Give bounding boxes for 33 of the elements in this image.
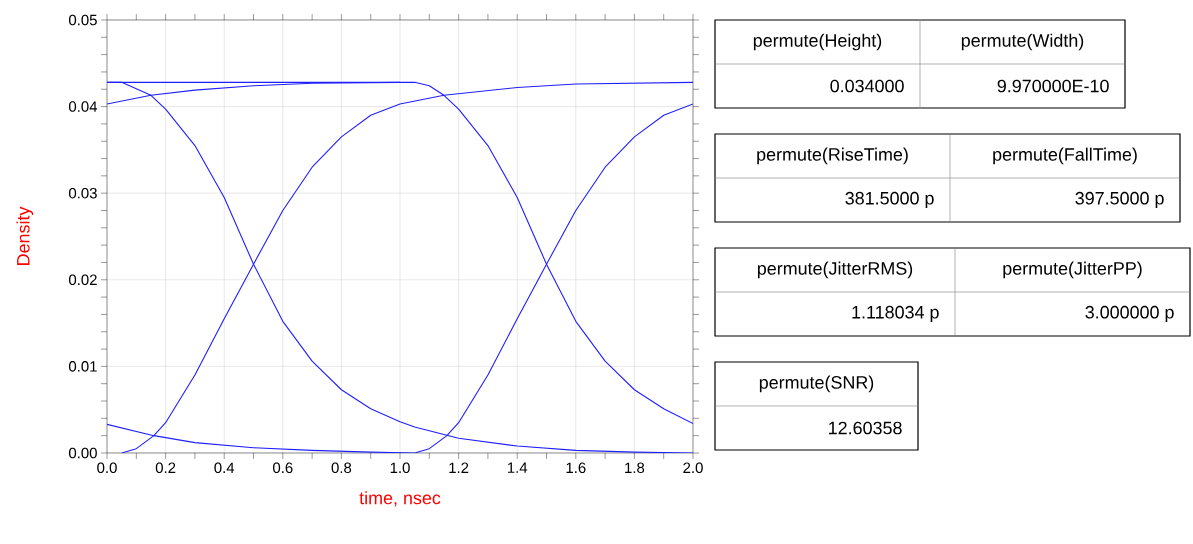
- text: permute(Height): [753, 33, 882, 51]
- x-tick-label: 0.2: [155, 462, 176, 474]
- text: permute(SNR): [759, 375, 874, 393]
- x-tick-label: 0.4: [214, 462, 235, 474]
- x-tick-label: 1.6: [566, 462, 586, 474]
- text: 3.000000 p: [1085, 305, 1174, 323]
- y-tick-label: 0.02: [68, 274, 97, 286]
- text: permute(FallTime): [993, 147, 1137, 165]
- text: 12.60358: [829, 421, 902, 435]
- x-tick-label: 1.0: [390, 462, 410, 474]
- x-tick-label: 0.0: [97, 462, 117, 474]
- y-axis-title: Density: [16, 206, 34, 265]
- text: 0.034000: [830, 79, 904, 93]
- text: permute(JitterRMS): [757, 261, 913, 279]
- x-tick-label: 0.8: [331, 462, 352, 474]
- x-axis-title: time, nsec: [359, 491, 441, 507]
- text: 1.118034 p: [852, 305, 939, 323]
- x-tick-label: 0.6: [273, 462, 293, 474]
- text: 381.5000 p: [845, 191, 934, 209]
- y-tick-label: 0.00: [68, 447, 97, 459]
- text: permute(JitterPP): [1003, 261, 1142, 279]
- y-tick-label: 0.05: [68, 14, 97, 26]
- text: 9.970000E-10: [997, 79, 1109, 93]
- text: 397.5000 p: [1075, 191, 1164, 209]
- text: permute(Width): [961, 33, 1084, 51]
- x-tick-label: 2.0: [683, 462, 703, 474]
- y-tick-label: 0.03: [68, 187, 97, 199]
- x-tick-label: 1.4: [507, 462, 528, 473]
- x-tick-label: 1.2: [449, 462, 469, 473]
- text: permute(RiseTime): [757, 147, 908, 165]
- x-tick-label: 1.8: [625, 462, 645, 474]
- y-tick-label: 0.01: [68, 361, 97, 372]
- y-tick-label: 0.04: [68, 101, 98, 112]
